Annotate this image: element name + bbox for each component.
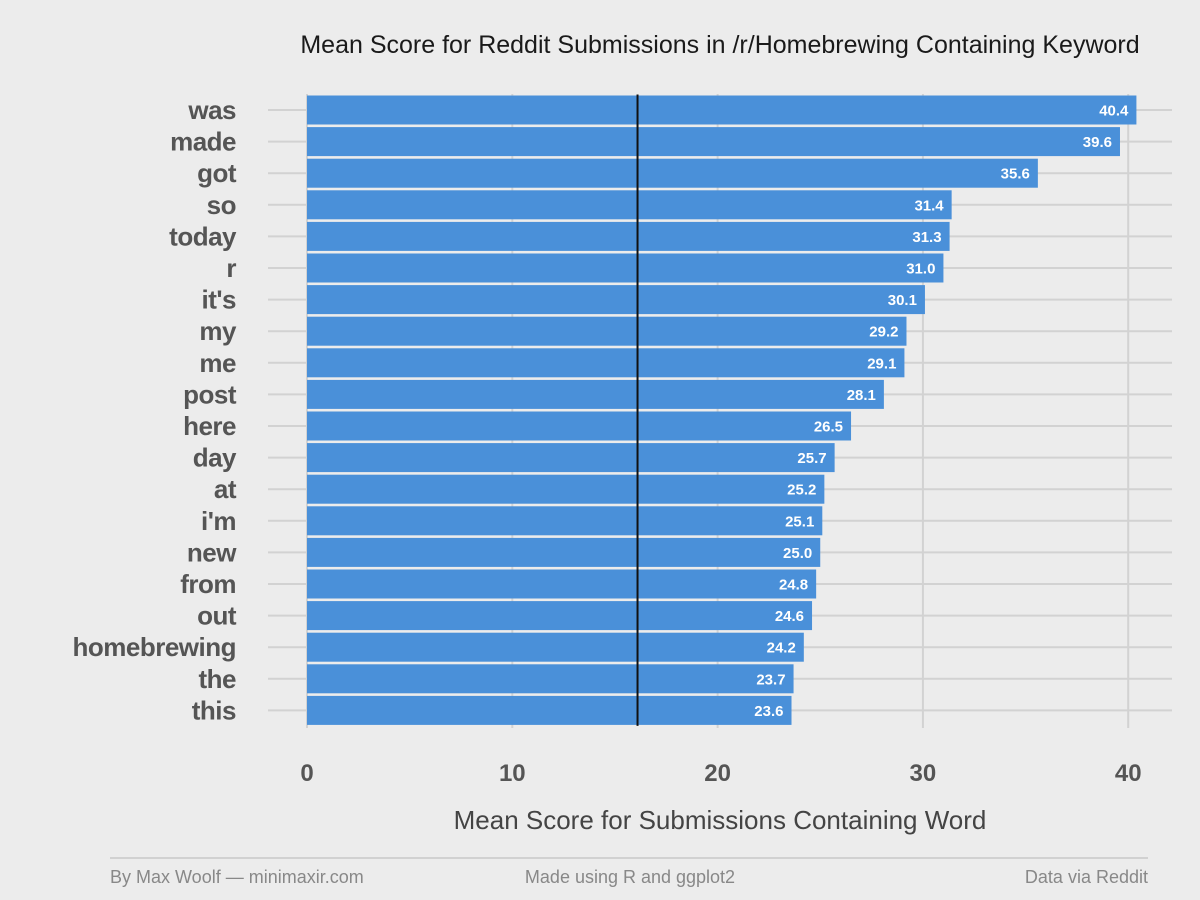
bar xyxy=(307,316,907,346)
bars xyxy=(307,95,1137,725)
category-label: it's xyxy=(201,285,236,315)
category-label: today xyxy=(169,221,237,251)
bar-value-label: 29.2 xyxy=(869,324,898,341)
category-label: the xyxy=(199,664,237,694)
category-label: here xyxy=(183,411,236,441)
footer-credit: By Max Woolf — minimaxir.com xyxy=(110,867,364,887)
category-label: was xyxy=(187,95,236,125)
category-labels: wasmadegotsotodayrit'smymepostheredayati… xyxy=(72,95,237,725)
bar xyxy=(307,127,1120,157)
bar xyxy=(307,348,905,378)
bar xyxy=(307,632,804,662)
bar-value-label: 24.6 xyxy=(775,608,804,625)
x-tick-label: 40 xyxy=(1115,760,1142,787)
x-tick-label: 30 xyxy=(910,760,937,787)
bar xyxy=(307,221,950,251)
bar xyxy=(307,190,952,220)
category-label: so xyxy=(207,190,236,220)
category-label: homebrewing xyxy=(72,632,236,662)
bar xyxy=(307,695,792,725)
bar-value-label: 25.7 xyxy=(797,450,826,467)
bar-value-label: 24.8 xyxy=(779,577,808,594)
bar-value-label: 25.2 xyxy=(787,482,816,499)
chart-title: Mean Score for Reddit Submissions in /r/… xyxy=(300,31,1139,59)
bar-value-label: 35.6 xyxy=(1001,166,1030,183)
bar xyxy=(307,569,817,599)
bar xyxy=(307,443,835,473)
bar-value-label: 31.4 xyxy=(914,197,944,214)
category-label: my xyxy=(199,316,237,346)
bar-value-label: 30.1 xyxy=(888,292,917,309)
bar xyxy=(307,474,825,504)
x-tick-label: 0 xyxy=(300,760,313,787)
category-label: new xyxy=(187,537,237,567)
footer-tools: Made using R and ggplot2 xyxy=(525,867,735,887)
bar-value-label: 23.7 xyxy=(756,671,785,688)
bar-value-label: 25.1 xyxy=(785,513,814,530)
bar-value-label: 26.5 xyxy=(814,419,843,436)
bar xyxy=(307,664,794,694)
category-label: at xyxy=(214,474,237,504)
footer-source: Data via Reddit xyxy=(1025,867,1148,887)
bar xyxy=(307,285,925,315)
bar xyxy=(307,601,813,631)
category-label: got xyxy=(197,158,237,188)
bar xyxy=(307,158,1038,188)
x-tick-label: 10 xyxy=(499,760,526,787)
bar-value-label: 23.6 xyxy=(754,703,783,720)
bar-value-label: 28.1 xyxy=(847,387,876,404)
category-label: post xyxy=(183,379,237,409)
bar xyxy=(307,95,1137,125)
category-label: made xyxy=(170,127,236,157)
category-label: me xyxy=(199,348,236,378)
bar-value-label: 29.1 xyxy=(867,355,896,372)
bar-value-label: 31.0 xyxy=(906,261,935,278)
bar xyxy=(307,379,884,409)
x-tick-label: 20 xyxy=(704,760,731,787)
x-axis-label: Mean Score for Submissions Containing Wo… xyxy=(454,805,987,835)
category-label: i'm xyxy=(201,506,236,536)
bar-value-label: 24.2 xyxy=(767,640,796,657)
bar-value-label: 40.4 xyxy=(1099,103,1129,120)
bar-value-label: 25.0 xyxy=(783,545,812,562)
bar xyxy=(307,537,821,567)
bar-value-label: 31.3 xyxy=(912,229,941,246)
category-label: out xyxy=(197,601,237,631)
bar xyxy=(307,506,823,536)
category-label: this xyxy=(192,695,236,725)
bar-value-label: 39.6 xyxy=(1083,134,1112,151)
category-label: day xyxy=(193,443,237,473)
bar xyxy=(307,411,852,441)
category-label: from xyxy=(180,569,236,599)
x-tick-labels: 0 10 20 30 40 xyxy=(300,760,1141,787)
bar-value-labels: 40.4 39.6 35.6 31.4 31.3 31.0 30.1 29.2 29.1 28.1… xyxy=(754,103,1129,720)
bar xyxy=(307,253,944,283)
category-label: r xyxy=(226,253,236,283)
